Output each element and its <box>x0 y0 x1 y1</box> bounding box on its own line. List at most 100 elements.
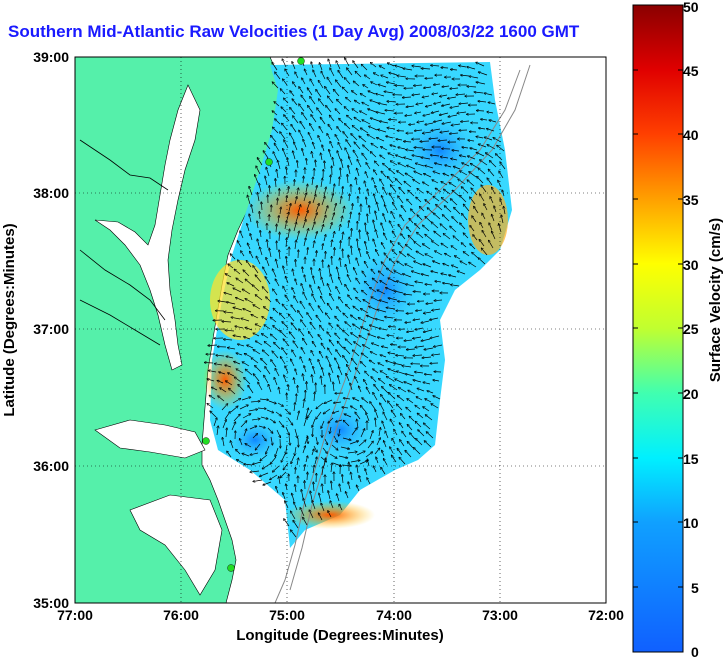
velocity-vector <box>280 89 286 95</box>
velocity-vector <box>348 221 349 229</box>
velocity-vector <box>260 416 268 419</box>
velocity-vector <box>380 121 389 124</box>
velocity-vector <box>406 150 415 152</box>
velocity-vector <box>279 232 280 242</box>
velocity-vector <box>404 382 413 386</box>
velocity-vector <box>354 268 358 276</box>
velocity-vector <box>311 62 314 69</box>
velocity-vector <box>360 230 361 240</box>
velocity-vector <box>407 425 413 431</box>
velocity-vector <box>426 415 433 421</box>
velocity-vector <box>276 429 280 437</box>
velocity-vector <box>392 231 397 238</box>
velocity-vector <box>320 352 324 359</box>
velocity-vector <box>396 155 404 159</box>
velocity-vector <box>464 204 470 212</box>
velocity-vector <box>398 301 407 302</box>
velocity-vector <box>343 356 349 364</box>
velocity-vector <box>377 138 385 142</box>
velocity-vector <box>305 184 308 193</box>
velocity-vector <box>431 222 439 229</box>
velocity-vector <box>444 189 451 195</box>
velocity-vector <box>492 215 495 222</box>
velocity-vector <box>421 320 430 323</box>
velocity-vector <box>219 372 226 375</box>
velocity-vector <box>352 109 359 114</box>
velocity-vector <box>296 231 299 241</box>
velocity-vector <box>236 450 241 455</box>
velocity-vector <box>294 378 295 385</box>
velocity-vector <box>404 141 412 142</box>
velocity-vector <box>277 170 279 179</box>
velocity-vector <box>398 225 403 231</box>
velocity-vector <box>249 426 257 430</box>
velocity-vector <box>489 240 494 249</box>
velocity-vector <box>271 334 278 341</box>
velocity-vector <box>335 316 340 322</box>
velocity-vector <box>402 366 412 367</box>
velocity-vector <box>407 349 416 350</box>
velocity-vector <box>351 406 358 411</box>
velocity-vector <box>320 178 322 188</box>
velocity-vector <box>246 261 252 268</box>
velocity-vector <box>248 386 254 394</box>
velocity-vector <box>355 377 359 384</box>
velocity-vector <box>284 115 290 122</box>
velocity-vector <box>344 347 351 355</box>
velocity-vector <box>431 271 439 274</box>
velocity-vector <box>480 223 484 229</box>
velocity-vector <box>359 136 367 143</box>
velocity-vector <box>369 306 378 311</box>
velocity-vector <box>381 147 388 151</box>
velocity-vector <box>255 295 263 301</box>
velocity-vector <box>398 147 406 150</box>
velocity-vector <box>321 278 325 287</box>
velocity-vector <box>240 421 247 428</box>
velocity-vector <box>426 432 434 439</box>
velocity-vector <box>365 172 369 179</box>
velocity-vector <box>471 164 479 169</box>
velocity-vector <box>405 264 414 269</box>
velocity-vector <box>489 120 497 123</box>
velocity-vector <box>272 82 279 89</box>
velocity-vector <box>340 446 349 449</box>
velocity-vector <box>462 147 469 148</box>
velocity-vector <box>278 216 279 224</box>
velocity-vector <box>431 404 439 409</box>
velocity-vector <box>387 177 394 184</box>
velocity-vector <box>305 456 308 463</box>
velocity-vector <box>311 351 315 357</box>
velocity-vector <box>290 133 295 142</box>
velocity-vector <box>261 202 262 211</box>
velocity-vector <box>356 368 361 375</box>
velocity-vector <box>389 221 394 229</box>
velocity-vector <box>417 121 425 122</box>
velocity-vector <box>262 463 271 469</box>
velocity-vector <box>372 178 376 185</box>
velocity-vector <box>246 369 253 376</box>
velocity-vector <box>316 90 322 98</box>
velocity-vector <box>406 407 412 413</box>
velocity-vector <box>341 159 344 169</box>
velocity-vector <box>292 62 296 70</box>
velocity-vector <box>335 109 341 115</box>
velocity-vector <box>273 326 280 332</box>
velocity-vector <box>327 134 331 140</box>
velocity-vector <box>487 112 494 113</box>
velocity-vector <box>370 402 376 410</box>
velocity-vector <box>228 264 234 269</box>
velocity-vector <box>286 444 288 454</box>
velocity-vector <box>383 214 387 223</box>
velocity-vector <box>347 452 357 453</box>
velocity-vector <box>376 94 385 97</box>
velocity-vector <box>313 367 316 375</box>
velocity-vector <box>348 166 351 175</box>
velocity-vector <box>371 297 380 302</box>
velocity-vector <box>381 395 387 403</box>
velocity-vector <box>434 119 443 122</box>
velocity-vector <box>302 149 305 157</box>
velocity-vector <box>421 274 430 277</box>
velocity-vector <box>273 127 279 134</box>
velocity-vector <box>380 355 387 358</box>
velocity-vector <box>225 365 232 368</box>
